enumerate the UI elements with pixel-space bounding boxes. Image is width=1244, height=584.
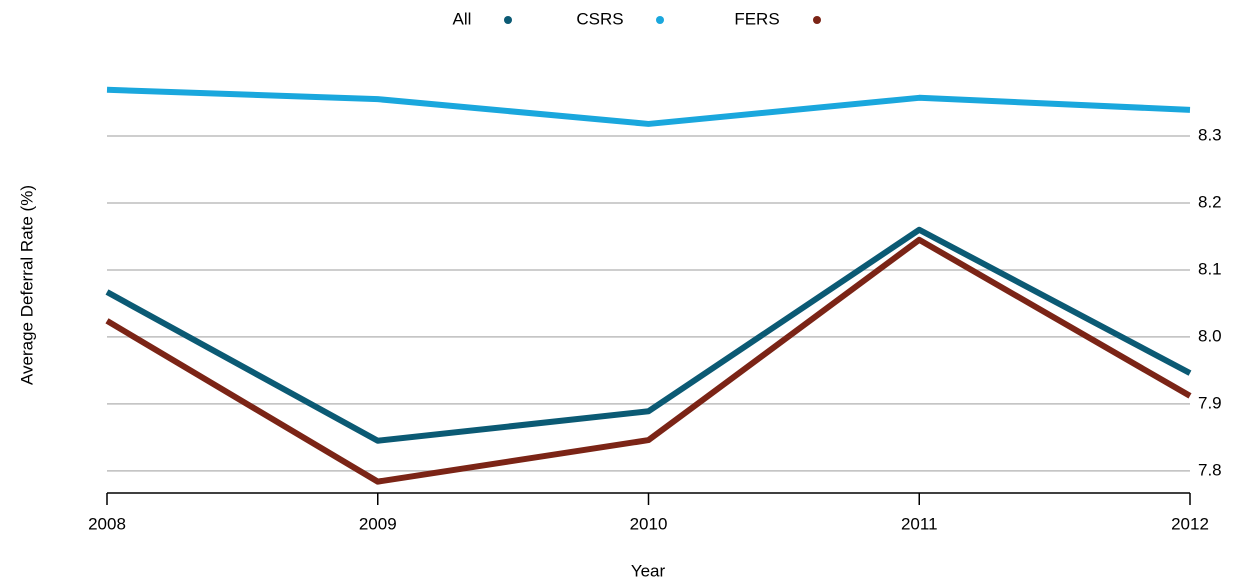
x-tick-label: 2010 xyxy=(630,514,668,533)
x-tick-label: 2011 xyxy=(901,514,938,533)
legend-marker xyxy=(813,16,821,24)
x-axis-label: Year xyxy=(631,561,666,580)
line-series xyxy=(105,236,1192,485)
y-axis-label: Average Deferral Rate (%) xyxy=(17,185,36,385)
x-tick-label: 2008 xyxy=(88,514,126,533)
y-tick-label: 8.2 xyxy=(1198,192,1222,211)
y-tick-label: 8.0 xyxy=(1198,326,1222,345)
y-tick-label: 7.8 xyxy=(1198,460,1222,479)
line-series xyxy=(106,86,1191,127)
x-tick-label: 2009 xyxy=(359,514,397,533)
legend-marker xyxy=(504,16,512,24)
legend-label: All xyxy=(453,9,472,28)
legend-label: FERS xyxy=(734,9,779,28)
y-tick-label: 8.1 xyxy=(1198,259,1222,278)
x-tick-label: 2012 xyxy=(1171,514,1209,533)
y-tick-label: 7.9 xyxy=(1198,393,1222,412)
y-tick-label: 8.3 xyxy=(1198,125,1222,144)
legend-label: CSRS xyxy=(576,9,623,28)
line-series xyxy=(105,226,1192,444)
legend-marker xyxy=(656,16,664,24)
